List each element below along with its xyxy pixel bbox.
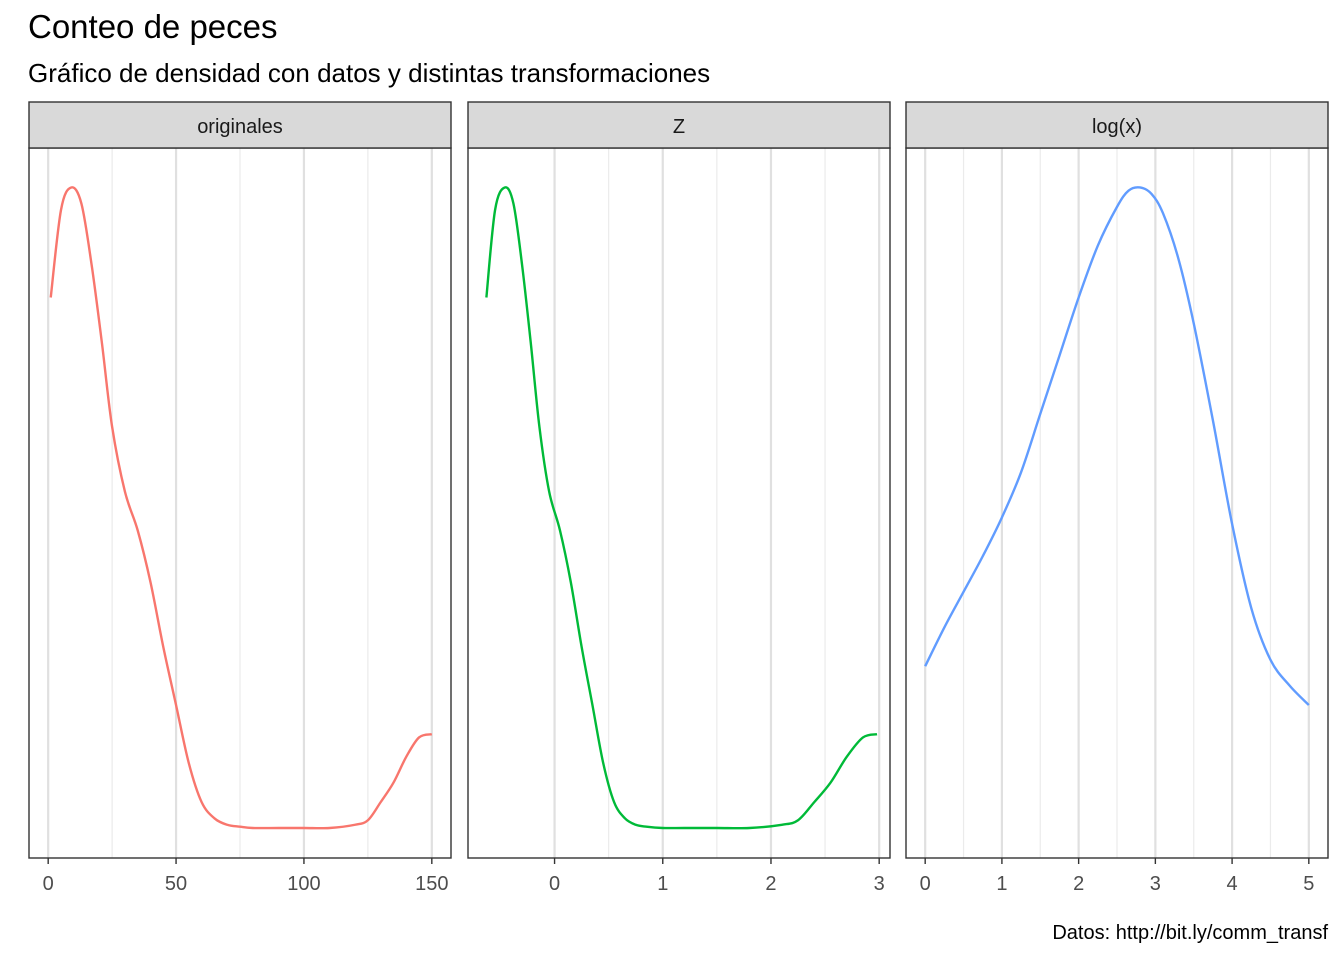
x-tick-label: 1 — [996, 873, 1007, 895]
panel-background — [468, 148, 890, 858]
x-tick-label: 150 — [415, 873, 448, 895]
x-tick-label: 0 — [920, 873, 931, 895]
x-tick-label: 100 — [287, 873, 320, 895]
x-tick-label: 4 — [1227, 873, 1238, 895]
x-tick-label: 0 — [43, 873, 54, 895]
x-tick-label: 3 — [874, 873, 885, 895]
x-tick-label: 0 — [549, 873, 560, 895]
strip-header — [467, 101, 891, 149]
facet-panel-2: Z 0 1 2 3 — [467, 101, 891, 895]
x-tick-label: 5 — [1303, 873, 1314, 895]
strip-label: log(x) — [1092, 116, 1142, 138]
facet-panel-3: log(x) 0 1 2 3 4 5 — [905, 101, 1329, 895]
x-tick-label: 1 — [657, 873, 668, 895]
x-tick-label: 2 — [765, 873, 776, 895]
strip-header — [905, 101, 1329, 149]
density-line — [49, 186, 433, 830]
chart-title: Conteo de peces — [28, 8, 278, 45]
facet-panel-1: originales 0 50 100 150 — [28, 101, 452, 895]
x-tick-label: 50 — [165, 873, 187, 895]
strip-header — [28, 101, 452, 149]
strip-label: Z — [673, 116, 685, 138]
x-tick-label: 3 — [1150, 873, 1161, 895]
density-line — [924, 186, 1310, 706]
density-line — [485, 186, 878, 830]
chart-caption: Datos: http://bit.ly/comm_transf — [1052, 922, 1328, 944]
x-tick-label: 2 — [1073, 873, 1084, 895]
chart-subtitle: Gráfico de densidad con datos y distinta… — [28, 58, 711, 88]
strip-label: originales — [197, 116, 283, 138]
